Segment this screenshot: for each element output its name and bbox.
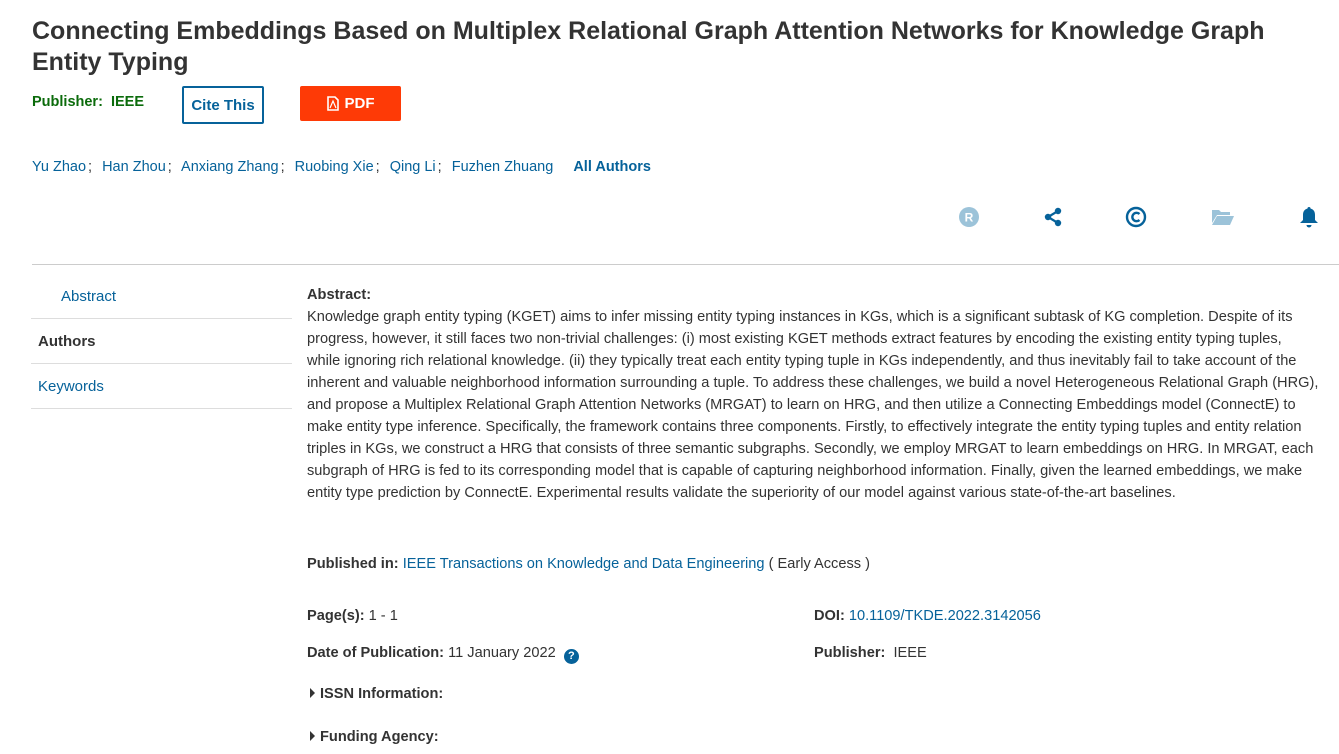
doi: DOI: 10.1109/TKDE.2022.3142056: [814, 608, 1041, 624]
folder-icon[interactable]: [1211, 205, 1235, 229]
published-in-label: Published in:: [307, 556, 399, 572]
funding-label: Funding Agency:: [320, 729, 439, 745]
caret-right-icon: [310, 731, 315, 741]
pdf-label: PDF: [344, 95, 375, 112]
date-label: Date of Publication:: [307, 645, 445, 661]
publisher-detail-label: Publisher:: [814, 645, 886, 661]
funding-toggle[interactable]: Funding Agency:: [310, 729, 439, 745]
share-icon[interactable]: [1041, 205, 1065, 229]
separator: ;: [88, 159, 93, 175]
separator: ;: [437, 159, 442, 175]
doi-label: DOI:: [814, 608, 845, 624]
help-icon[interactable]: ?: [563, 648, 579, 664]
author-link[interactable]: Fuzhen Zhuang: [451, 159, 554, 175]
published-in: Published in: IEEE Transactions on Knowl…: [307, 556, 870, 572]
date-value: 11 January 2022: [448, 645, 556, 661]
separator: ;: [280, 159, 285, 175]
issn-toggle[interactable]: ISSN Information:: [310, 686, 443, 702]
divider: [32, 264, 1339, 265]
nav-item-abstract[interactable]: Abstract: [31, 274, 292, 319]
publisher-detail: Publisher: IEEE: [814, 645, 927, 661]
publisher-info: Publisher: IEEE: [32, 94, 144, 110]
author-link[interactable]: Yu Zhao: [32, 159, 87, 175]
pages-label: Page(s):: [307, 608, 365, 624]
abstract-section: Abstract: Knowledge graph entity typing …: [307, 284, 1319, 504]
pdf-button[interactable]: PDF: [300, 86, 401, 121]
abstract-text: Knowledge graph entity typing (KGET) aim…: [307, 309, 1319, 501]
pages: Page(s): 1 - 1: [307, 608, 398, 624]
rights-icon[interactable]: R: [957, 205, 981, 229]
all-authors-link[interactable]: All Authors: [573, 159, 651, 175]
section-nav: Abstract Authors Keywords: [31, 274, 292, 409]
author-link[interactable]: Anxiang Zhang: [181, 159, 279, 175]
pdf-file-icon: [326, 96, 339, 111]
caret-right-icon: [310, 688, 315, 698]
early-access-note: ( Early Access ): [768, 556, 870, 572]
cite-this-button[interactable]: Cite This: [182, 86, 264, 124]
separator: ;: [375, 159, 380, 175]
author-link[interactable]: Han Zhou: [102, 159, 166, 175]
alert-bell-icon[interactable]: [1297, 205, 1321, 229]
publisher-detail-value: IEEE: [893, 645, 927, 661]
copyright-icon[interactable]: [1124, 205, 1148, 229]
abstract-heading: Abstract:: [307, 287, 372, 303]
journal-link[interactable]: IEEE Transactions on Knowledge and Data …: [402, 556, 765, 572]
author-link[interactable]: Qing Li: [389, 159, 436, 175]
publisher-label: Publisher:: [32, 94, 103, 110]
nav-item-keywords[interactable]: Keywords: [31, 364, 292, 409]
nav-item-authors[interactable]: Authors: [31, 319, 292, 364]
date-of-publication: Date of Publication: 11 January 2022 ?: [307, 645, 579, 664]
doi-link[interactable]: 10.1109/TKDE.2022.3142056: [848, 608, 1041, 624]
page-title: Connecting Embeddings Based on Multiplex…: [32, 17, 1265, 76]
publisher-name: IEEE: [110, 94, 145, 110]
issn-label: ISSN Information:: [320, 686, 444, 702]
author-list: Yu Zhao; Han Zhou; Anxiang Zhang; Ruobin…: [32, 159, 651, 175]
svg-text:R: R: [965, 211, 974, 225]
separator: ;: [167, 159, 172, 175]
pages-value: 1 - 1: [368, 608, 398, 624]
author-link[interactable]: Ruobing Xie: [294, 159, 374, 175]
